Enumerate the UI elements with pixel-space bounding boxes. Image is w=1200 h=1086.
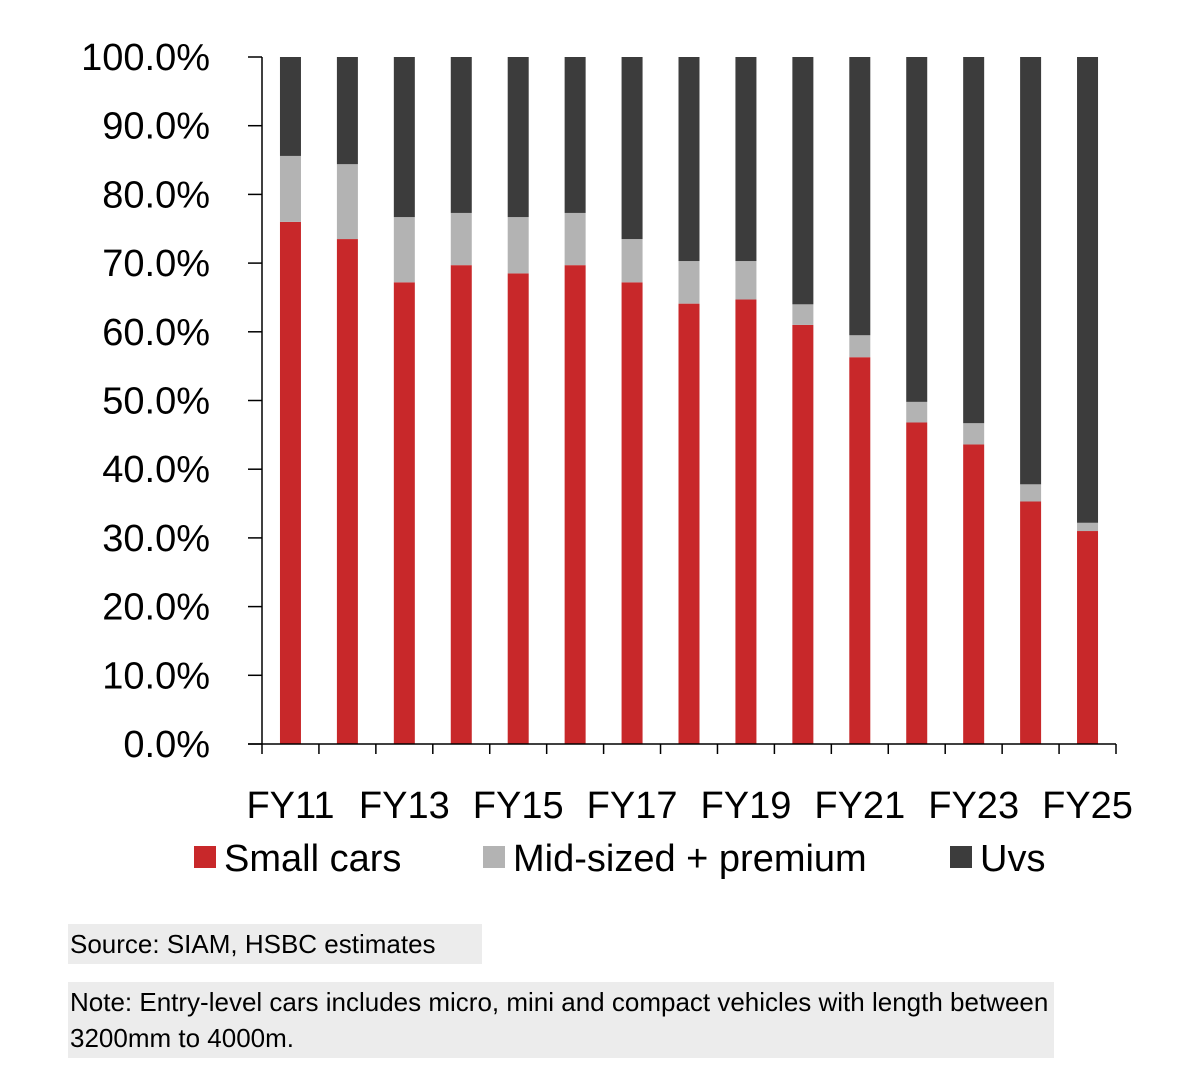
bar-fy21-series-0 (849, 357, 871, 744)
bar-fy16-series-0 (564, 265, 586, 744)
source-background (68, 924, 482, 964)
y-tick-label: 60.0% (102, 312, 210, 354)
bar-fy12-series-2 (336, 57, 358, 165)
bar-fy23-series-1 (963, 423, 985, 445)
bar-fy17-series-2 (621, 57, 643, 240)
bar-fy19-series-0 (735, 299, 757, 744)
bar-fy24-series-0 (1020, 501, 1042, 744)
y-tick-labels: 0.0% 10.0% 20.0% 30.0% 40.0% 50.0% 60.0% 70.0% 8… (81, 37, 210, 766)
legend-swatch (483, 846, 505, 868)
bar-fy19-series-2 (735, 57, 757, 262)
stacked-bar-chart: 0.0% 10.0% 20.0% 30.0% 40.0% 50.0% 60.0% 70.0% 8… (81, 37, 1133, 880)
bar-fy22-series-1 (906, 401, 928, 423)
bar-fy14-series-2 (450, 57, 472, 213)
bar-fy15-series-0 (507, 273, 529, 744)
x-tick-label: FY17 (587, 785, 678, 827)
bar-fy13-series-2 (393, 57, 415, 218)
bar-fy17-series-0 (621, 282, 643, 744)
x-tick-label: FY25 (1042, 785, 1133, 827)
bar-fy13-series-0 (393, 282, 415, 744)
bar-fy12-series-0 (336, 239, 358, 744)
x-tick-labels: FY11 FY13 FY15 FY17 FY19 FY21 FY23 FY25 (246, 785, 1132, 827)
x-tick-label: FY11 (246, 785, 334, 827)
bar-fy24-series-1 (1020, 484, 1042, 502)
bar-fy25-series-0 (1077, 531, 1099, 744)
bar-fy22-series-2 (906, 57, 928, 402)
y-tick-label: 20.0% (102, 587, 210, 629)
x-tick-label: FY23 (928, 785, 1019, 827)
x-tick-label: FY15 (473, 785, 564, 827)
legend: Small cars Mid-sized + premium Uvs (194, 838, 1045, 880)
bar-fy18-series-0 (678, 303, 700, 744)
note-background (68, 982, 1054, 1058)
x-tick-label: FY13 (359, 785, 450, 827)
bar-fy15-series-1 (507, 217, 529, 274)
bar-fy25-series-1 (1077, 522, 1099, 532)
legend-swatch (194, 846, 216, 868)
legend-swatch (950, 846, 972, 868)
x-tick-label: FY19 (701, 785, 792, 827)
bar-fy14-series-1 (450, 212, 472, 266)
bar-fy15-series-2 (507, 57, 529, 218)
bar-fy17-series-1 (621, 239, 643, 283)
y-tick-label: 100.0% (81, 37, 210, 79)
bar-fy13-series-1 (393, 217, 415, 283)
y-tick-label: 70.0% (102, 243, 210, 285)
bar-fy21-series-2 (849, 57, 871, 336)
x-tick-label: FY21 (814, 785, 905, 827)
axes-group (248, 56, 1117, 754)
bar-fy14-series-0 (450, 265, 472, 744)
bar-fy11-series-1 (279, 155, 301, 222)
bar-fy18-series-2 (678, 57, 700, 262)
y-tick-label: 0.0% (123, 724, 210, 766)
legend-label: Mid-sized + premium (513, 838, 867, 880)
y-tick-label: 10.0% (102, 655, 210, 697)
bars-group (279, 57, 1099, 744)
bar-fy19-series-1 (735, 261, 757, 300)
footnote: Note: Entry-level cars includes micro, m… (70, 987, 1049, 1053)
bar-fy22-series-0 (906, 422, 928, 744)
bar-fy11-series-0 (279, 221, 301, 744)
bar-fy16-series-2 (564, 57, 586, 213)
bar-fy18-series-1 (678, 261, 700, 304)
bar-fy25-series-2 (1077, 57, 1099, 523)
bar-fy11-series-2 (279, 57, 301, 156)
y-tick-label: 50.0% (102, 381, 210, 423)
legend-label: Small cars (224, 838, 401, 880)
legend-label: Uvs (980, 838, 1045, 880)
bar-fy21-series-1 (849, 335, 871, 358)
y-tick-label: 90.0% (102, 106, 210, 148)
bar-fy23-series-2 (963, 57, 985, 424)
y-tick-label: 80.0% (102, 174, 210, 216)
bar-fy20-series-0 (792, 324, 814, 744)
bar-fy23-series-0 (963, 444, 985, 744)
bar-fy20-series-1 (792, 304, 814, 325)
y-tick-label: 40.0% (102, 449, 210, 491)
source-note: Source: SIAM, HSBC estimates (70, 929, 436, 959)
bar-fy16-series-1 (564, 212, 586, 266)
bar-fy12-series-1 (336, 164, 358, 240)
y-tick-label: 30.0% (102, 518, 210, 560)
bar-fy20-series-2 (792, 57, 814, 305)
bar-fy24-series-2 (1020, 57, 1042, 485)
